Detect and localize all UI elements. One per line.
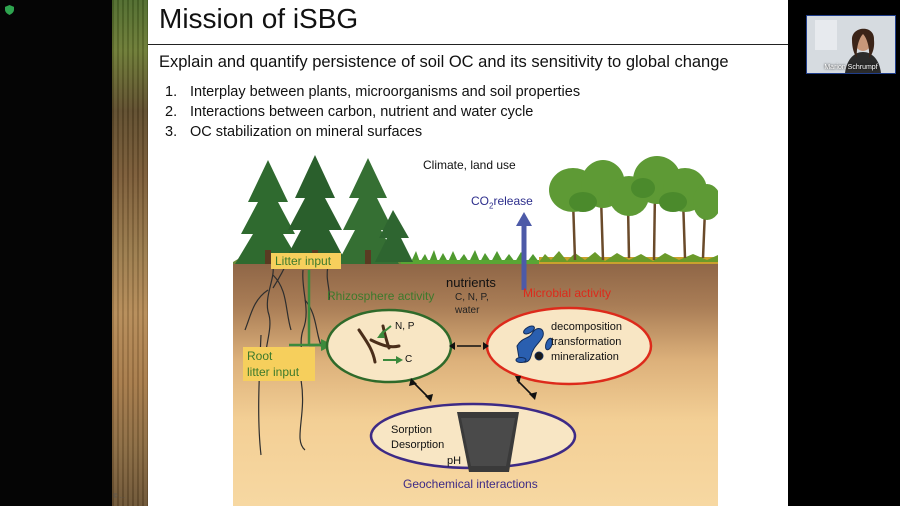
participant-avatar <box>807 16 895 73</box>
root-sketch <box>357 324 401 364</box>
mission-point: 3. OC stabilization on mineral surfaces <box>165 124 423 140</box>
left-blank-area <box>0 0 112 506</box>
litter-input-label-box <box>271 253 341 269</box>
conifer-forest <box>235 155 413 264</box>
presentation-slide: Mission of iSBG Explain and quantify per… <box>148 0 788 506</box>
soil-diagram-graphic <box>233 155 718 506</box>
shield-icon <box>5 5 14 15</box>
participant-video-tile[interactable]: Marion Schrumpf <box>806 15 896 74</box>
rhizosphere-label: Rhizosphere activity <box>327 289 435 303</box>
deciduous-forest <box>549 156 718 261</box>
sorption-labels: Sorption Desorption <box>391 424 445 451</box>
root-litter-label-box <box>243 347 315 381</box>
background-photo <box>112 0 148 506</box>
microbial-process-labels: decomposition transformation mineralizatio… <box>551 321 622 363</box>
nutrients-label: nutrients <box>446 275 496 290</box>
interaction-arrows <box>412 345 534 399</box>
footer-text: © … <box>113 494 126 500</box>
geochemical-label: Geochemical interactions <box>403 477 538 491</box>
root-litter-label: Root litter input <box>247 349 300 379</box>
co2-release-label: CO2release <box>471 194 533 211</box>
litter-input-arrows <box>289 270 321 347</box>
title-divider <box>148 44 788 45</box>
soil-carbon-diagram: Climate, land use CO2release Litter inpu… <box>233 150 718 506</box>
climate-label: Climate, land use <box>423 158 516 172</box>
mission-point: 2. Interactions between carbon, nutrient … <box>165 104 534 120</box>
n-p-label: N, P <box>395 321 415 332</box>
microbial-activity-label: Microbial activity <box>523 286 612 300</box>
mission-points: 1. Interplay between plants, microorganis… <box>165 82 580 142</box>
c-label: C <box>405 354 413 365</box>
slide-title: Mission of iSBG <box>159 3 359 34</box>
mission-point: 1. Interplay between plants, microorganis… <box>165 84 581 100</box>
cnp-water-label: C, N, P, water <box>455 292 489 316</box>
microbe-sketch <box>515 325 553 363</box>
litter-input-label: Litter input <box>275 254 332 268</box>
ph-label: pH <box>447 455 462 467</box>
slide-subtitle: Explain and quantify persistence of soil… <box>159 53 729 71</box>
participant-name: Marion Schrumpf <box>824 64 878 71</box>
